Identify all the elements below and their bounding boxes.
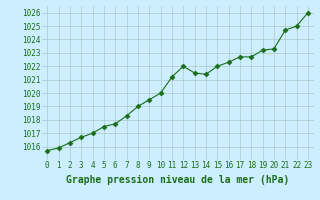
X-axis label: Graphe pression niveau de la mer (hPa): Graphe pression niveau de la mer (hPa) [66, 175, 289, 185]
